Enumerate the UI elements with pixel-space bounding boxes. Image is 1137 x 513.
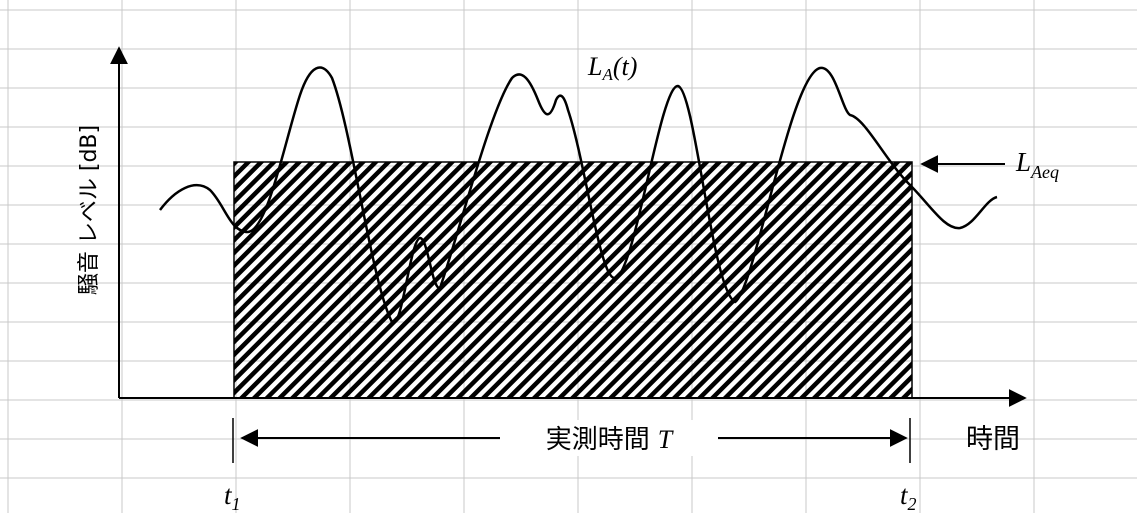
x-axis-label: 時間 — [966, 424, 1020, 455]
span-label-backdrop — [500, 420, 718, 456]
leq-hatched-area — [233, 161, 913, 399]
t2-label: t2 — [900, 480, 917, 513]
curve-label: LA(t) — [587, 52, 637, 84]
leq-label: LAeq — [1015, 147, 1059, 182]
noise-level-curve — [159, 66, 998, 324]
t1-label: t1 — [224, 480, 241, 513]
span-label: 実測時間 T — [546, 425, 674, 455]
y-axis-label: 騒音 レベル [dB] — [77, 125, 102, 295]
